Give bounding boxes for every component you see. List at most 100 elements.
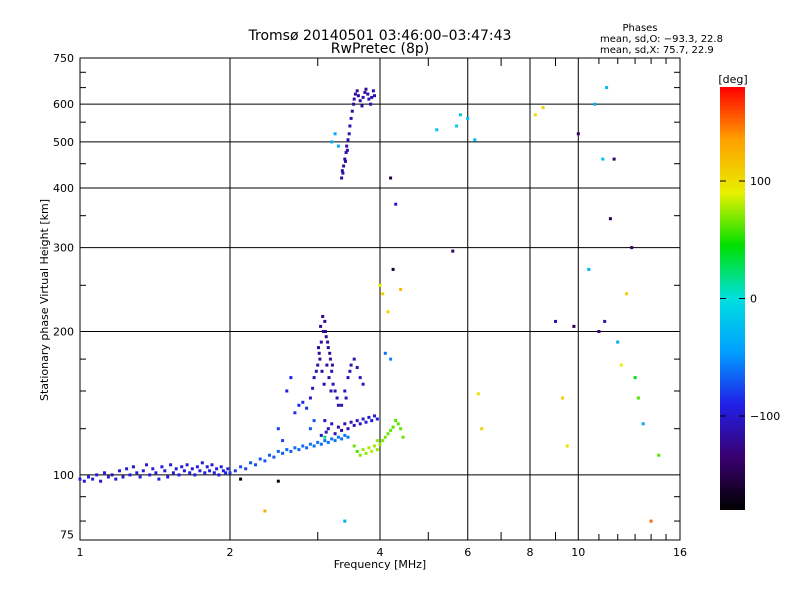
data-point: [391, 267, 395, 271]
data-point: [324, 330, 327, 333]
data-point: [343, 422, 347, 426]
data-point: [608, 217, 612, 221]
data-point: [399, 288, 403, 291]
data-point: [363, 90, 367, 94]
data-point: [320, 369, 324, 373]
data-point: [110, 473, 114, 477]
data-point: [328, 357, 332, 361]
data-point: [373, 94, 376, 98]
data-point: [366, 92, 370, 96]
data-point: [576, 132, 580, 136]
data-point: [370, 95, 374, 99]
data-point: [301, 400, 305, 404]
data-point: [330, 140, 334, 144]
y-tick-label: 400: [53, 182, 74, 195]
x-tick-label: 10: [571, 546, 585, 559]
data-point: [157, 477, 161, 481]
phase-stats-header: Phases: [622, 23, 657, 34]
data-point: [336, 425, 340, 429]
data-point: [324, 335, 328, 339]
data-point: [276, 479, 280, 483]
data-point: [381, 292, 385, 296]
data-point: [389, 357, 393, 361]
data-point: [348, 369, 352, 373]
data-point: [346, 427, 350, 431]
data-point: [593, 102, 597, 106]
data-point: [289, 376, 293, 380]
data-point: [329, 389, 333, 393]
data-point: [352, 102, 356, 106]
data-point: [326, 427, 330, 431]
axis-ticks: 1 2 4 6 8 10 16 75 100 200 300 400 500 600 750: [53, 52, 687, 559]
data-point: [212, 471, 216, 475]
data-point: [349, 116, 353, 120]
data-point: [268, 453, 271, 457]
data-point: [343, 519, 347, 523]
data-point: [82, 479, 86, 483]
data-point: [330, 437, 334, 441]
data-point: [312, 444, 316, 448]
x-tick-label: 1: [77, 546, 84, 559]
data-point: [473, 138, 477, 142]
data-point: [375, 417, 379, 421]
data-point: [314, 369, 318, 373]
data-point: [641, 422, 645, 426]
data-point: [633, 376, 637, 380]
data-point: [188, 471, 192, 475]
y-axis-label: Stationary phase Virtual Height [km]: [38, 199, 51, 401]
data-point: [394, 202, 398, 206]
data-point: [364, 87, 368, 91]
data-point: [466, 116, 470, 120]
data-point: [352, 97, 356, 101]
data-point: [217, 473, 221, 477]
data-point: [630, 246, 634, 250]
data-point: [289, 449, 293, 453]
data-point: [331, 382, 335, 386]
x-tick-label: 16: [673, 546, 687, 559]
data-point: [355, 419, 359, 423]
y-tick-label: 600: [53, 98, 74, 111]
data-point: [355, 366, 359, 369]
y-tick-label: 200: [53, 325, 74, 338]
data-point: [345, 148, 349, 152]
data-point: [347, 132, 351, 136]
data-point: [375, 439, 379, 443]
data-point: [125, 467, 129, 471]
data-point: [370, 449, 374, 453]
data-point: [378, 442, 382, 446]
data-point: [281, 439, 285, 443]
chart-subtitle: RwPretec (8p): [331, 41, 429, 57]
data-point: [361, 417, 365, 421]
data-point: [195, 465, 199, 469]
data-point: [263, 459, 267, 463]
data-point: [345, 144, 349, 148]
data-point: [325, 363, 329, 367]
data-point: [561, 396, 565, 400]
data-point: [344, 151, 348, 154]
data-point: [254, 463, 257, 467]
data-point: [215, 467, 219, 471]
phase-stats-x: mean, sd,X: 75.7, 22.9: [600, 45, 714, 56]
data-point: [330, 422, 334, 426]
data-point: [364, 451, 368, 455]
data-point: [317, 351, 321, 355]
data-point: [190, 467, 194, 471]
data-point: [333, 439, 337, 443]
data-point: [208, 469, 212, 473]
data-point: [317, 346, 320, 350]
data-point: [321, 330, 325, 333]
x-tick-label: 6: [464, 546, 471, 559]
data-point: [326, 346, 330, 350]
data-point: [171, 471, 175, 475]
data-point: [327, 376, 331, 380]
data-point: [349, 363, 353, 367]
data-point: [321, 315, 325, 318]
data-point: [335, 396, 339, 400]
data-point: [389, 176, 393, 180]
data-point: [352, 423, 356, 427]
data-point: [361, 382, 365, 386]
data-point: [435, 128, 439, 132]
data-point: [182, 469, 186, 473]
